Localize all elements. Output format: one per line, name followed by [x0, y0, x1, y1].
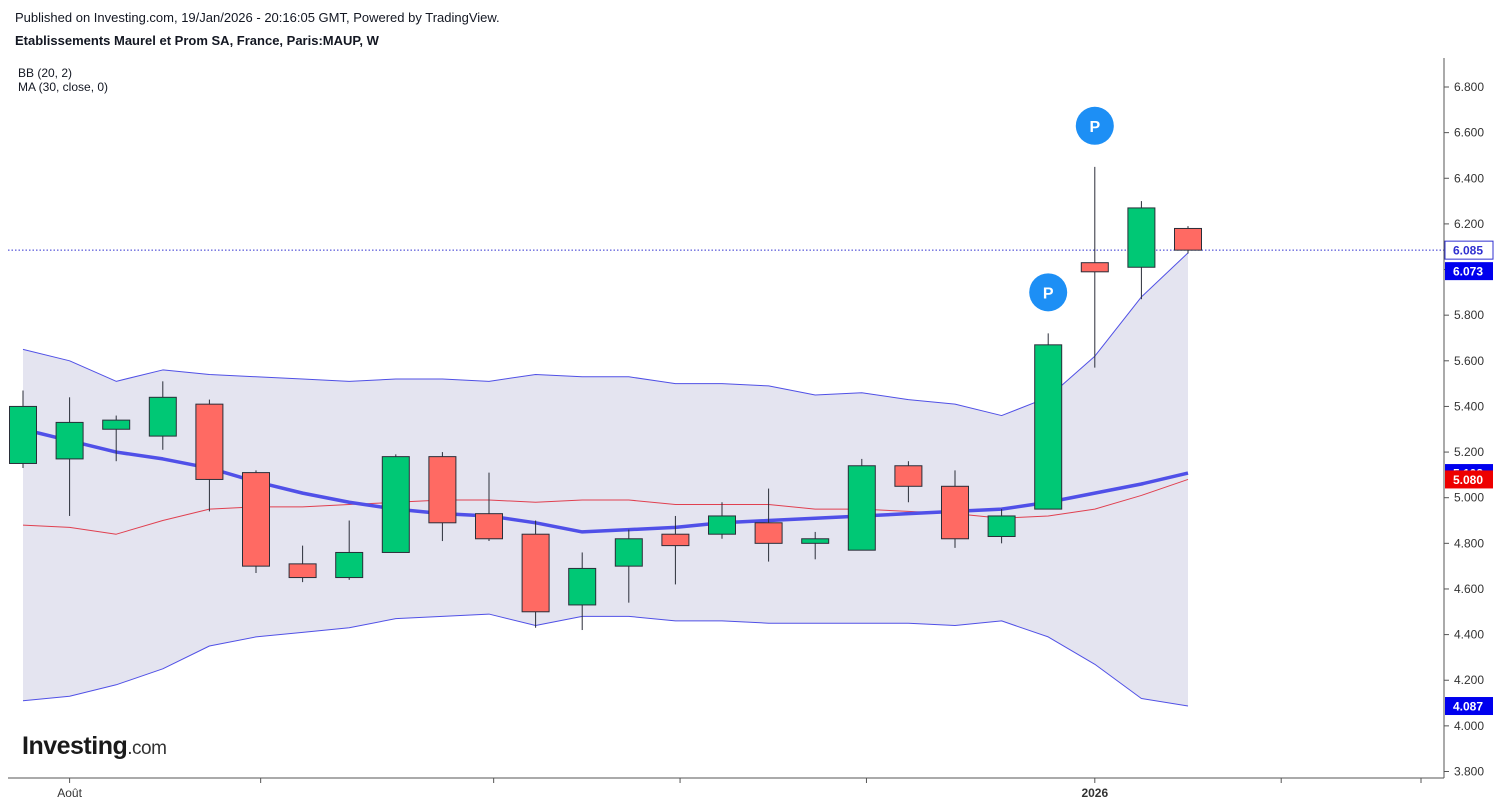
candle [941, 470, 969, 548]
bollinger-upper-line [22, 252, 1189, 417]
y-tick-label: 5.200 [1454, 445, 1484, 459]
x-tick-label: 2026 [1081, 786, 1108, 800]
y-tick-label: 6.200 [1454, 217, 1484, 231]
candle-body [9, 405, 37, 464]
candle [335, 520, 364, 580]
y-tick-label: 5.800 [1454, 308, 1484, 322]
candle-body [708, 515, 736, 535]
candle [9, 390, 37, 469]
candle-body [55, 421, 84, 460]
published-line: Published on Investing.com, 19/Jan/2026 … [15, 10, 500, 25]
candle [288, 545, 317, 583]
y-tick-label: 3.800 [1454, 765, 1484, 779]
x-tick-label: Août [57, 786, 82, 800]
y-tick-label: 4.200 [1454, 673, 1484, 687]
candle [661, 515, 690, 585]
candle-body [987, 515, 1016, 537]
candle-body [568, 567, 597, 606]
candle-body [801, 538, 830, 544]
candle [1034, 333, 1063, 510]
price-badge-bg [1444, 240, 1494, 260]
p-marker [1075, 106, 1114, 145]
candle-body [381, 456, 410, 553]
candle [381, 454, 410, 553]
candle-body [242, 472, 270, 567]
price-badge: 6.085 [1444, 240, 1494, 260]
candle-body [1034, 344, 1063, 510]
candle-body [1127, 207, 1156, 268]
y-tick-label: 5.400 [1454, 399, 1484, 413]
candle [195, 399, 224, 512]
y-tick-label: 6.800 [1454, 80, 1484, 94]
y-tick-label: 5.600 [1454, 354, 1484, 368]
candle [894, 461, 923, 503]
candle [801, 531, 830, 560]
candle-body [1080, 262, 1109, 273]
candle-body [335, 551, 364, 579]
candle [148, 381, 177, 450]
candle [987, 509, 1016, 544]
investing-logo: Investing.com [22, 732, 167, 760]
candle [1080, 166, 1109, 368]
price-badge-label: 5.080 [1453, 473, 1483, 487]
price-badge-bg [1445, 470, 1493, 489]
bollinger-band-fill [23, 252, 1188, 707]
candle-body [847, 465, 876, 551]
candle [708, 502, 736, 539]
candle-body [428, 456, 457, 524]
candle [1174, 226, 1202, 254]
candle-body [754, 522, 783, 544]
price-badge-label: 6.073 [1453, 265, 1483, 279]
p-marker [1029, 273, 1068, 312]
candle [568, 552, 597, 631]
price-badge-label: 4.087 [1453, 700, 1483, 714]
price-badge-label: 6.085 [1453, 244, 1483, 258]
y-tick-label: 4.800 [1454, 536, 1484, 550]
bollinger-lower-line [22, 613, 1189, 707]
candle [242, 470, 270, 573]
y-tick-label: 4.600 [1454, 582, 1484, 596]
y-tick-label: 4.400 [1454, 628, 1484, 642]
price-badge-bg [1445, 262, 1493, 281]
candle-body [894, 465, 923, 487]
candle [1127, 201, 1156, 300]
candle [428, 452, 457, 542]
p-marker-label: P [1043, 285, 1054, 302]
price-badge: 6.073 [1445, 262, 1493, 281]
candle [55, 397, 84, 516]
price-badge-bg [1445, 697, 1493, 716]
markers-layer: PP [1029, 106, 1114, 312]
candle-body [148, 396, 177, 437]
price-badge: 5.080 [1445, 470, 1493, 489]
candle-body [521, 533, 550, 613]
candle [754, 488, 783, 562]
candle [614, 529, 643, 603]
candle-body [661, 533, 690, 547]
chart-title: Etablissements Maurel et Prom SA, France… [15, 33, 379, 48]
y-tick-label: 6.600 [1454, 126, 1484, 140]
candle-body [1174, 227, 1202, 251]
price-badge: 4.087 [1445, 697, 1493, 716]
y-tick-label: 5.000 [1454, 491, 1484, 505]
candle [847, 458, 876, 551]
moving-average-legend[interactable]: MA (30, close, 0) [18, 80, 109, 94]
candle-body [102, 419, 131, 430]
candle-body [614, 538, 643, 567]
candle-body [288, 563, 317, 579]
candles-layer [9, 166, 1202, 631]
bollinger-band-layer [23, 252, 1188, 707]
candle-body [475, 513, 503, 540]
p-marker-label: P [1089, 119, 1100, 136]
candle-body [941, 485, 969, 540]
candle-body [195, 403, 224, 480]
candle [102, 415, 131, 462]
candle [475, 472, 503, 542]
candle [521, 520, 550, 628]
bollinger-legend[interactable]: BB (20, 2) [18, 66, 73, 80]
y-tick-label: 4.000 [1454, 719, 1484, 733]
y-tick-label: 6.400 [1454, 171, 1484, 185]
